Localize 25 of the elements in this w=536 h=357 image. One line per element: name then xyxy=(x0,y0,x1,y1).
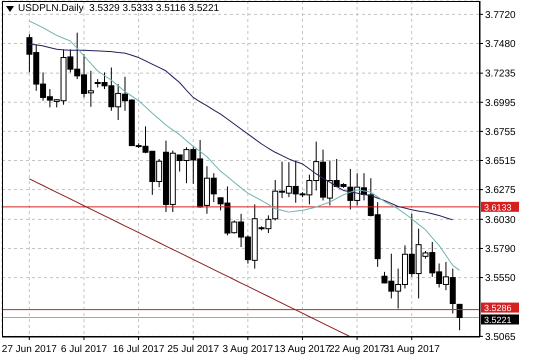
chart-title: USDPLN.Daily 3.5329 3.5333 3.5116 3.5221 xyxy=(18,3,220,14)
x-tick-label: 25 Jul 2017 xyxy=(167,344,220,355)
y-tick-label: 3.6030 xyxy=(485,214,516,226)
x-tick-label: 3 Aug 2017 xyxy=(222,344,274,355)
line-series xyxy=(28,20,460,271)
line-series xyxy=(28,178,351,337)
y-tick-label: 3.7480 xyxy=(485,39,516,50)
x-tick-label: 27 Jun 2017 xyxy=(2,344,58,355)
x-tick-label: 22 Aug 2017 xyxy=(329,344,386,355)
ref-line-label: 3.5286 xyxy=(484,303,512,314)
x-tick-label: 13 Aug 2017 xyxy=(274,344,331,355)
y-tick-label: 3.5065 xyxy=(485,332,516,343)
y-tick-label: 3.5790 xyxy=(485,244,516,255)
y-tick-label: 3.6275 xyxy=(485,185,516,196)
y-tick-label: 3.6995 xyxy=(485,98,516,109)
ref-line-label: 3.6133 xyxy=(484,202,512,212)
x-tick-label: 6 Jul 2017 xyxy=(60,344,108,355)
y-tick-label: 3.7720 xyxy=(485,10,516,21)
y-tick-label: 3.6515 xyxy=(485,156,516,168)
y-tick-label: 3.6755 xyxy=(485,126,516,138)
x-tick-label: 31 Aug 2017 xyxy=(384,344,440,355)
x-tick-label: 16 Jul 2017 xyxy=(112,344,165,355)
y-tick-label: 3.7235 xyxy=(485,68,516,80)
y-tick-label: 3.5550 xyxy=(485,273,516,284)
ref-line-label: 3.5221 xyxy=(484,314,512,325)
